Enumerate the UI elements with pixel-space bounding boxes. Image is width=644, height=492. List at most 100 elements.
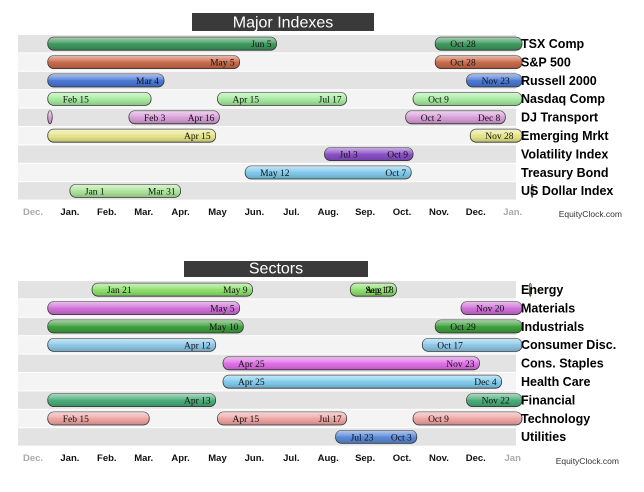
- period-bar-gloss: [466, 393, 522, 407]
- row-label: Utilities: [521, 430, 566, 444]
- period-bar-gloss: [47, 338, 216, 352]
- row-label: Consumer Disc.: [521, 338, 616, 352]
- month-tick-label: Feb.: [97, 453, 117, 464]
- row-sandp-500: May 5 Oct 28 S&P 500: [18, 53, 571, 71]
- period-start-label: Apr 25: [238, 360, 265, 370]
- month-tick-label: Jun.: [245, 207, 265, 218]
- period-end-label: Oct 7: [385, 169, 406, 179]
- period-bar-gloss: [47, 301, 240, 315]
- period-start-label: Nov 28: [485, 132, 513, 142]
- row-label: Health Care: [521, 375, 591, 389]
- period-bar-gloss: [461, 301, 522, 315]
- period-bar-gloss: [47, 55, 240, 69]
- period-bar: [47, 110, 53, 125]
- period-bar-gloss: [217, 412, 347, 425]
- period-bar-gloss: [531, 184, 534, 198]
- period-bar-gloss: [47, 412, 150, 425]
- chart-title: Sectors: [249, 261, 303, 278]
- row-background: [18, 428, 516, 446]
- period-start-label: Feb 15: [63, 95, 89, 105]
- period-bar: [528, 282, 532, 297]
- period-end-label: Nov 23: [446, 360, 474, 370]
- period-start-label: Feb 15: [63, 415, 89, 425]
- month-tick-label: Jun.: [245, 453, 265, 464]
- row-treasury-bond: May 12 Oct 7 Treasury Bond: [18, 163, 609, 182]
- period-bar-gloss: [435, 37, 522, 51]
- period-bar-gloss: [128, 110, 220, 124]
- period-bar-gloss: [47, 110, 53, 124]
- row-tsx-comp: Jun 5 Oct 28 TSX Comp: [18, 35, 585, 53]
- period-bar: Feb 15: [47, 411, 150, 426]
- period-bar-gloss: [466, 74, 522, 87]
- row-label: DJ Transport: [521, 111, 599, 125]
- period-end-label: May 5: [210, 305, 235, 315]
- period-bar-gloss: [529, 283, 532, 297]
- period-bar: Mar 4: [47, 73, 165, 88]
- period-end-label: Sep 17: [365, 286, 391, 296]
- period-start-label: Oct 28: [450, 59, 476, 69]
- period-start-label: Nov 20: [476, 305, 504, 315]
- period-start-label: Apr 25: [238, 378, 265, 388]
- row-background: [18, 145, 516, 163]
- period-end-label: Dec 8: [478, 114, 501, 124]
- period-bar-gloss: [470, 129, 522, 143]
- period-bar-gloss: [47, 74, 164, 87]
- period-start-label: Oct 9: [428, 415, 449, 425]
- period-bar-gloss: [435, 55, 522, 69]
- period-end-label: May 10: [209, 323, 239, 333]
- period-bar-gloss: [92, 283, 253, 297]
- period-start-label: Oct 29: [450, 323, 476, 333]
- period-end-label: Dec 4: [474, 378, 497, 388]
- chart-title-box: [184, 261, 368, 277]
- period-end-label: Apr 12: [184, 341, 211, 351]
- month-tick-label: Sep.: [355, 453, 375, 464]
- period-start-label: Oct 9: [428, 95, 449, 105]
- period-start-label: Apr 15: [233, 95, 260, 105]
- period-end-label: Jun 5: [251, 40, 272, 50]
- period-bar: Apr 25 Nov 23: [222, 356, 480, 371]
- row-us-dollar-index: Jan 1 Mar 31 US Dollar Index: [18, 182, 613, 200]
- month-tick-label: Aug.: [318, 453, 339, 464]
- period-end-label: Oct 9: [387, 151, 408, 161]
- period-bar: Feb 15: [47, 92, 152, 106]
- period-bar: Nov 28: [469, 128, 523, 143]
- month-tick-label: Jan.: [503, 207, 522, 218]
- period-bar: Jul 23 Oct 3: [335, 429, 418, 444]
- month-tick-label: Apr.: [171, 453, 189, 464]
- row-label: Nasdaq Comp: [521, 92, 605, 106]
- period-end-label: Jul 17: [319, 415, 342, 425]
- row-health-care: Apr 25 Dec 4 Health Care: [18, 373, 591, 391]
- chart-title-box: [192, 13, 374, 31]
- row-industrials: May 10 Oct 29 Industrials: [18, 317, 584, 336]
- month-tick-label: Mar.: [134, 207, 153, 218]
- period-end-label: Apr 16: [188, 114, 215, 124]
- month-tick-label: Nov.: [429, 207, 449, 218]
- watermark: EquityClock.com: [556, 456, 619, 466]
- period-bar-gloss: [47, 320, 244, 333]
- period-bar: May 10: [47, 319, 244, 334]
- period-bar-gloss: [47, 92, 152, 106]
- row-nasdaq-comp: Feb 15 Apr 15 Jul 17 Oct 9 Nasdaq Comp: [18, 90, 605, 108]
- period-start-label: Apr 15: [233, 415, 260, 425]
- row-label: S&P 500: [521, 55, 571, 69]
- period-end-label: Jul 17: [319, 95, 342, 105]
- month-tick-label: Dec.: [23, 453, 43, 464]
- period-bar-gloss: [47, 129, 216, 143]
- period-bar: Oct 9: [412, 411, 523, 426]
- period-start-label: Aug 18: [365, 286, 393, 296]
- period-bar: Oct 29: [434, 319, 523, 334]
- major-indexes-panel: Major Indexes Jun 5 Oct 28 TSX Comp May 5 Oct…: [18, 13, 622, 219]
- month-tick-label: Jul.: [283, 453, 299, 464]
- month-tick-label: Dec.: [466, 453, 486, 464]
- period-bar-gloss: [69, 184, 181, 198]
- row-label: Volatility Index: [521, 147, 608, 161]
- row-technology: Feb 15 Apr 15 Jul 17 Oct 9 Technology: [18, 409, 590, 428]
- period-bar-gloss: [217, 92, 347, 106]
- row-label: Financial: [521, 393, 575, 407]
- period-bar: Oct 28: [434, 55, 523, 69]
- period-bar: Apr 15: [47, 128, 217, 143]
- period-bar: May 5: [47, 301, 241, 316]
- period-bar: Oct 2 Dec 8: [405, 110, 506, 125]
